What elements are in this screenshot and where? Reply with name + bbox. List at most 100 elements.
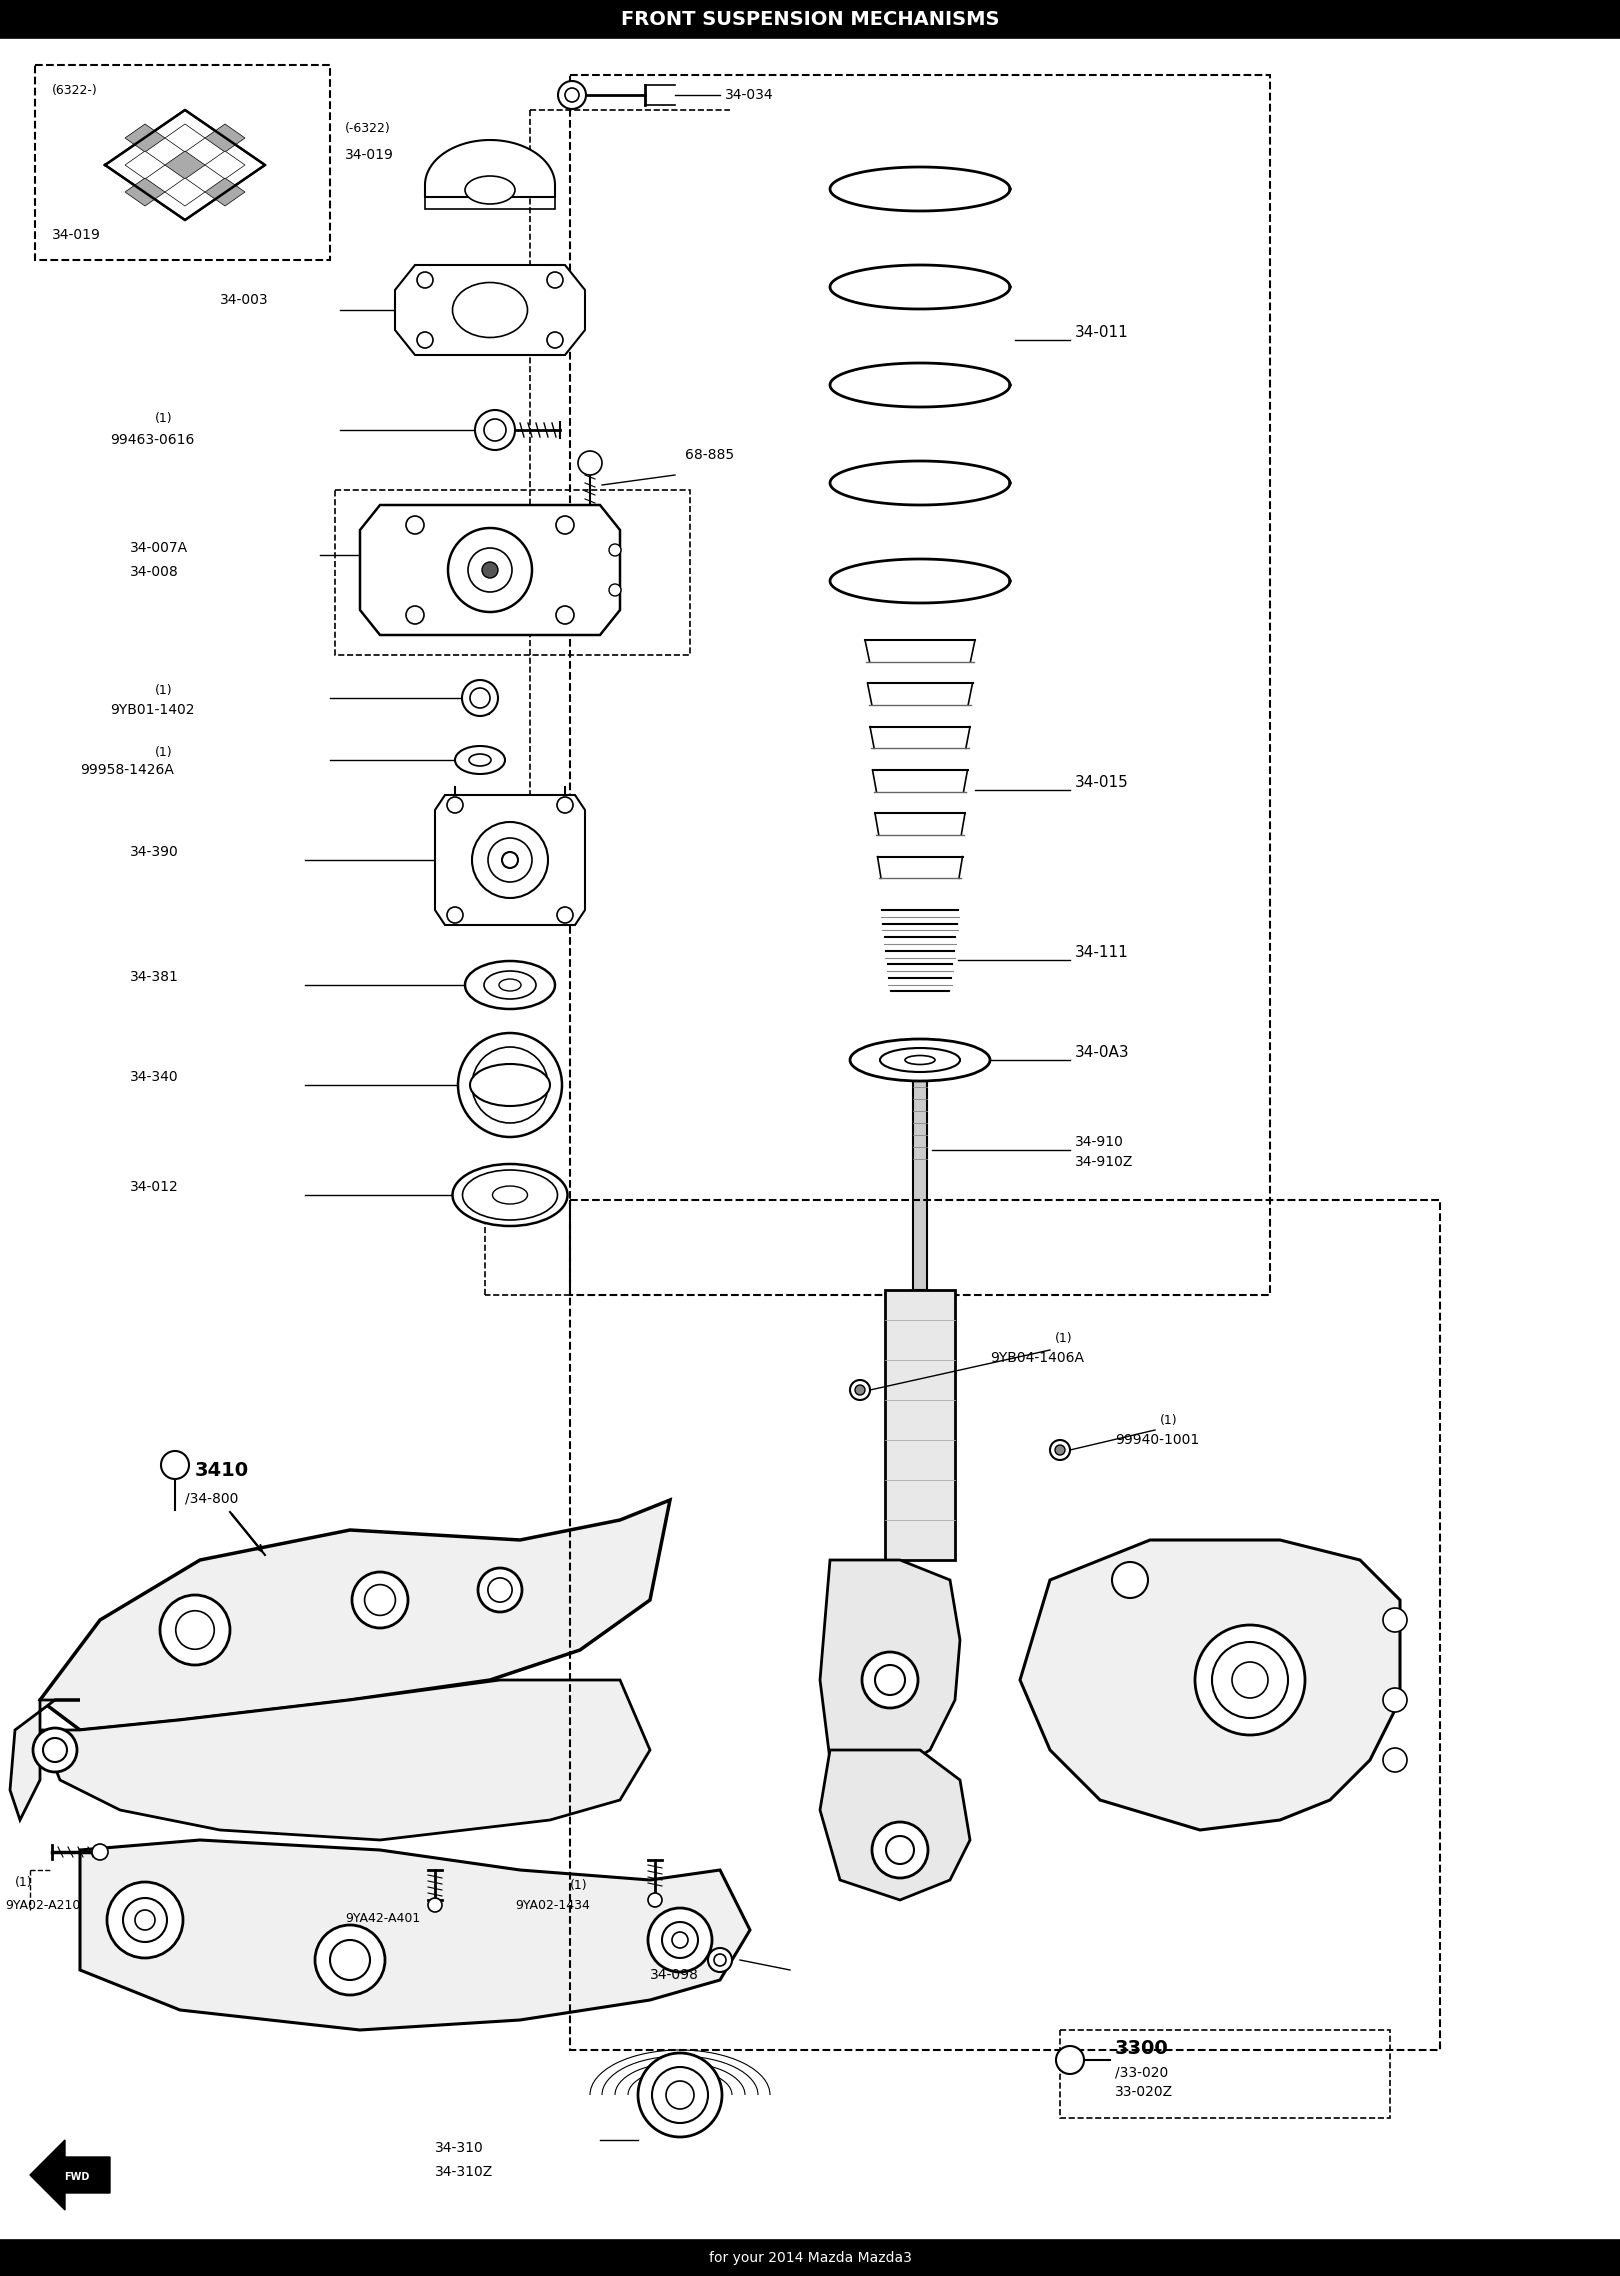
Circle shape (416, 332, 433, 348)
Text: /33-020: /33-020 (1115, 2064, 1168, 2078)
Polygon shape (360, 505, 620, 635)
Ellipse shape (484, 972, 536, 999)
Circle shape (502, 851, 518, 867)
Circle shape (330, 1939, 369, 1980)
Ellipse shape (465, 175, 515, 205)
Circle shape (107, 1882, 183, 1957)
Circle shape (1383, 1689, 1408, 1712)
Text: /34-800: /34-800 (185, 1491, 238, 1504)
Text: 9YA42-A401: 9YA42-A401 (345, 1912, 420, 1925)
Ellipse shape (465, 960, 556, 1008)
Polygon shape (820, 1750, 970, 1900)
Circle shape (648, 1907, 713, 1971)
Circle shape (44, 1739, 66, 1762)
Text: FRONT SUSPENSION MECHANISMS: FRONT SUSPENSION MECHANISMS (620, 9, 1000, 30)
Ellipse shape (850, 1040, 990, 1081)
Circle shape (557, 908, 573, 924)
Bar (570, 1199, 1440, 2051)
Ellipse shape (452, 1163, 567, 1227)
Circle shape (651, 2067, 708, 2124)
Polygon shape (206, 150, 245, 180)
Bar (914, 1074, 927, 1290)
Circle shape (1231, 1661, 1268, 1698)
Bar (335, 489, 690, 655)
Text: 34-310: 34-310 (436, 2142, 484, 2155)
Circle shape (708, 1948, 732, 1971)
Circle shape (314, 1925, 386, 1996)
Text: 34-015: 34-015 (1076, 774, 1129, 790)
Ellipse shape (455, 747, 505, 774)
Circle shape (160, 1595, 230, 1666)
Circle shape (407, 517, 424, 535)
Text: (-6322): (-6322) (345, 121, 390, 134)
Text: 34-310Z: 34-310Z (436, 2164, 492, 2178)
Text: (1): (1) (1055, 1331, 1072, 1345)
Polygon shape (79, 1839, 750, 2030)
Text: 34-007A: 34-007A (130, 542, 188, 555)
Ellipse shape (557, 82, 586, 109)
Circle shape (449, 528, 531, 612)
Bar (570, 75, 1270, 1295)
Text: 9YA02-A210: 9YA02-A210 (5, 1898, 81, 1912)
Text: 99940-1001: 99940-1001 (1115, 1434, 1199, 1448)
Bar (1059, 2030, 1390, 2119)
Circle shape (488, 838, 531, 883)
Circle shape (1050, 1441, 1069, 1459)
Circle shape (648, 1894, 663, 1907)
Text: for your 2014 Mazda Mazda3: for your 2014 Mazda Mazda3 (708, 2251, 912, 2265)
Polygon shape (31, 2139, 110, 2210)
Circle shape (886, 1837, 914, 1864)
Text: 99958-1426A: 99958-1426A (79, 762, 173, 776)
Circle shape (872, 1823, 928, 1878)
Polygon shape (125, 178, 165, 207)
Text: 34-098: 34-098 (650, 1969, 698, 1982)
Polygon shape (206, 123, 245, 152)
Circle shape (462, 681, 497, 717)
Bar (885, 1290, 956, 1559)
Circle shape (556, 605, 573, 624)
Circle shape (458, 1033, 562, 1138)
Polygon shape (165, 150, 206, 180)
Text: 99463-0616: 99463-0616 (110, 432, 194, 446)
Circle shape (175, 1611, 214, 1650)
Circle shape (134, 1910, 156, 1930)
Text: 34-019: 34-019 (345, 148, 394, 162)
Polygon shape (395, 264, 585, 355)
Text: 34-390: 34-390 (130, 844, 178, 858)
Text: 34-011: 34-011 (1076, 325, 1129, 339)
Ellipse shape (565, 89, 578, 102)
Circle shape (609, 585, 620, 596)
Ellipse shape (462, 1170, 557, 1220)
Polygon shape (820, 1559, 961, 1780)
Bar (424, 193, 556, 209)
Circle shape (492, 1067, 528, 1104)
Text: (1): (1) (156, 683, 173, 696)
Circle shape (548, 273, 564, 289)
Circle shape (471, 1047, 548, 1122)
Circle shape (447, 797, 463, 813)
Circle shape (1212, 1641, 1288, 1718)
Polygon shape (40, 1500, 671, 1730)
Text: 68-885: 68-885 (685, 448, 734, 462)
Ellipse shape (499, 979, 522, 990)
Polygon shape (125, 150, 165, 180)
Circle shape (1111, 1561, 1149, 1598)
Circle shape (862, 1652, 919, 1707)
Bar (0, 0, 1620, 39)
Circle shape (556, 517, 573, 535)
Polygon shape (424, 141, 556, 198)
Circle shape (483, 562, 497, 578)
Text: (1): (1) (156, 412, 173, 426)
Text: 3300: 3300 (1115, 2039, 1168, 2058)
Circle shape (484, 419, 505, 442)
Circle shape (666, 2080, 693, 2110)
Polygon shape (10, 1700, 79, 1821)
Text: 34-012: 34-012 (130, 1179, 178, 1195)
Circle shape (470, 687, 489, 708)
Text: (1): (1) (1160, 1413, 1178, 1427)
Text: (6322-): (6322-) (52, 84, 97, 96)
Polygon shape (105, 109, 266, 221)
Text: 34-003: 34-003 (220, 294, 269, 307)
Polygon shape (165, 178, 206, 207)
Ellipse shape (452, 282, 528, 337)
